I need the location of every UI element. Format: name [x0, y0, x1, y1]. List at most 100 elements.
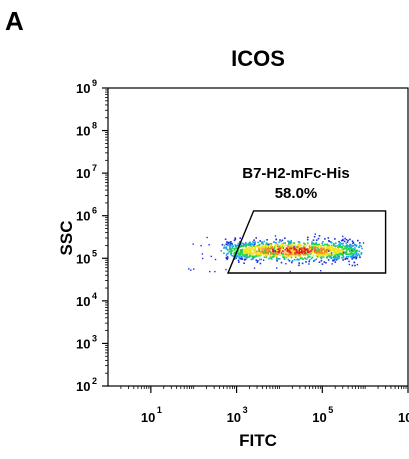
event-dot — [248, 246, 250, 249]
event-dot — [270, 246, 272, 249]
y-tick-label: 10 — [76, 294, 90, 309]
event-dot — [360, 253, 363, 255]
event-dot — [268, 247, 271, 250]
event-dot — [308, 249, 311, 252]
event-dot — [345, 242, 348, 245]
event-dot — [316, 253, 318, 256]
event-dot — [266, 242, 269, 245]
event-dot — [293, 246, 295, 248]
event-dot — [259, 258, 261, 261]
event-dot — [262, 253, 265, 256]
event-dot — [338, 246, 341, 248]
event-dot — [303, 254, 306, 257]
event-dot — [355, 256, 358, 259]
event-dot — [296, 249, 299, 252]
event-dot — [349, 255, 352, 258]
event-dot — [311, 247, 313, 249]
event-dot — [345, 245, 348, 247]
event-dot — [298, 248, 301, 251]
event-dot — [225, 254, 228, 256]
event-dot — [255, 255, 258, 257]
event-dot — [280, 252, 283, 254]
event-dot — [245, 247, 248, 250]
event-dot — [245, 242, 247, 244]
event-dot — [276, 252, 278, 255]
event-dot — [324, 250, 327, 252]
event-dot — [320, 252, 322, 254]
event-dot — [223, 244, 226, 247]
event-dot — [318, 254, 320, 257]
event-dot — [308, 263, 310, 265]
event-dot — [298, 241, 301, 244]
event-dot — [237, 249, 240, 251]
event-dot — [264, 247, 267, 249]
event-dot — [334, 254, 336, 256]
event-dot — [239, 245, 242, 248]
event-dot — [355, 257, 357, 260]
event-dot — [294, 246, 297, 249]
event-dot — [315, 239, 318, 241]
event-dot — [338, 249, 340, 251]
event-dot — [317, 246, 320, 248]
event-dot — [343, 240, 346, 243]
event-dot — [270, 245, 272, 247]
event-dot — [228, 244, 230, 247]
event-dot — [323, 247, 325, 250]
event-dot — [298, 254, 301, 256]
event-dot — [284, 252, 287, 254]
event-dot — [322, 256, 325, 258]
event-dot — [289, 241, 292, 244]
event-dot — [341, 248, 343, 251]
event-dot — [235, 255, 238, 257]
event-dot — [356, 263, 359, 266]
event-dot — [329, 255, 332, 257]
event-dot — [208, 244, 210, 246]
event-dot — [293, 247, 295, 249]
event-dot — [335, 248, 337, 250]
event-dot — [274, 252, 276, 255]
event-dot — [325, 262, 327, 264]
event-dot — [302, 258, 304, 260]
event-dot — [257, 255, 260, 257]
event-dot — [259, 254, 261, 257]
event-dot — [260, 250, 262, 253]
event-dot — [245, 243, 247, 245]
event-dot — [276, 248, 278, 251]
event-dot — [250, 258, 253, 261]
event-dot — [244, 253, 246, 256]
event-dot — [253, 248, 255, 250]
event-dot — [347, 239, 349, 242]
event-dot — [249, 241, 251, 243]
event-dot — [297, 252, 299, 254]
event-dot — [242, 244, 245, 246]
event-dot — [249, 242, 251, 244]
event-dot — [337, 255, 339, 258]
event-dot — [302, 251, 304, 254]
event-dot — [345, 252, 347, 255]
event-dot — [326, 252, 328, 254]
event-dot — [303, 252, 306, 254]
event-dot — [252, 253, 255, 255]
event-dot — [333, 242, 335, 245]
event-dot — [241, 251, 243, 254]
event-dot — [240, 255, 243, 257]
event-dot — [359, 244, 361, 247]
event-dot — [239, 249, 242, 251]
event-dot — [273, 241, 275, 243]
event-dot — [288, 253, 290, 255]
event-dot — [311, 251, 314, 253]
event-dot — [352, 242, 354, 245]
event-dot — [303, 242, 305, 245]
event-dot — [333, 259, 336, 261]
event-dot — [230, 241, 232, 243]
event-dot — [285, 244, 287, 246]
event-dot — [238, 252, 241, 254]
event-dot — [253, 243, 256, 246]
event-dot — [290, 255, 293, 257]
event-dot — [322, 241, 324, 243]
event-dot — [230, 249, 233, 251]
event-dot — [356, 254, 358, 257]
event-dot — [289, 244, 292, 247]
event-dot — [316, 256, 319, 258]
event-dot — [330, 257, 333, 260]
